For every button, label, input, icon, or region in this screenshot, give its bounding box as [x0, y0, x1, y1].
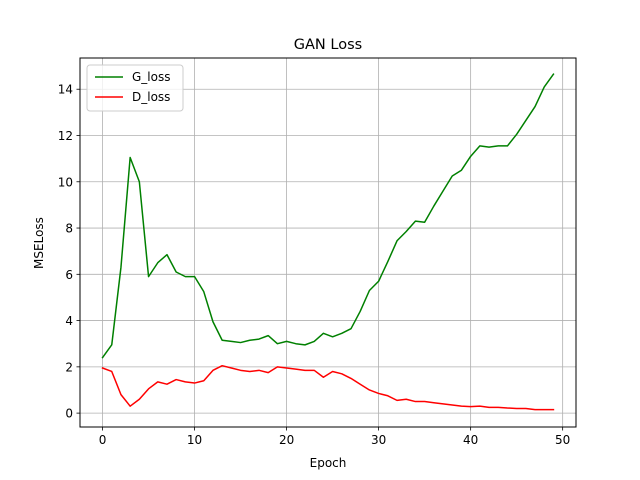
y-tick-label: 8: [65, 222, 73, 236]
x-axis-label: Epoch: [310, 456, 347, 470]
chart-title: GAN Loss: [294, 37, 362, 53]
y-tick-label: 0: [65, 407, 73, 421]
x-tick-label: 20: [279, 433, 294, 447]
grid: [80, 58, 576, 427]
series-lines: [101, 73, 555, 411]
y-tick-label: 12: [58, 129, 73, 143]
series-line-g-loss: [101, 73, 555, 359]
x-tick-label: 10: [187, 433, 202, 447]
y-tick-label: 2: [65, 360, 73, 374]
y-tick-label: 10: [58, 175, 73, 189]
legend: G_loss D_loss: [86, 64, 184, 112]
legend-label-g-loss: G_loss: [132, 70, 170, 84]
ticks: 0 10 20 30 40 50 0 2 4 6 8 10 12 14: [58, 83, 571, 447]
x-tick-label: 50: [555, 433, 570, 447]
y-tick-label: 14: [58, 83, 73, 97]
x-tick-label: 30: [371, 433, 386, 447]
y-axis-label: MSELoss: [32, 217, 46, 269]
y-tick-label: 4: [65, 314, 73, 328]
x-tick-label: 40: [463, 433, 478, 447]
x-tick-label: 0: [99, 433, 107, 447]
legend-label-d-loss: D_loss: [132, 90, 170, 104]
plot-frame: [79, 57, 577, 428]
series-line-d-loss: [101, 364, 555, 411]
y-tick-label: 6: [65, 268, 73, 282]
